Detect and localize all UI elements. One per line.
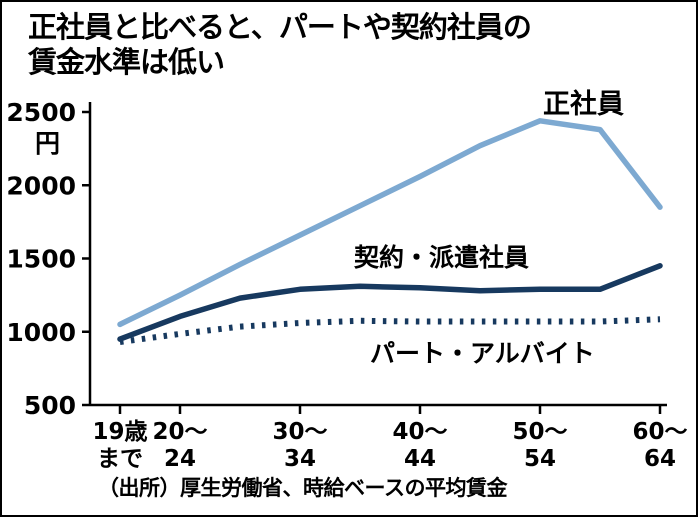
series-line-2 [119, 316, 661, 345]
x-tick-label: 20〜 24 [152, 419, 207, 472]
y-tick-label: 2000 [6, 171, 76, 200]
chart-title-line1: 正社員と比べると、パートや契約社員の [28, 10, 532, 44]
y-tick-label: 1500 [6, 245, 76, 274]
series-line-1 [117, 263, 663, 342]
x-tick-label: 40〜 44 [392, 419, 447, 472]
series-label-parttime: パート・アルバイト [370, 339, 595, 368]
x-tick-label: 19歳まで [92, 419, 147, 472]
chart-title-line2: 賃金水準は低い [28, 45, 225, 80]
source-note: （出所）厚生労働省、時給ベースの平均賃金 [98, 476, 507, 500]
x-tick-label: 50〜 54 [512, 419, 567, 472]
series-label-regular: 正社員 [543, 89, 624, 120]
y-tick-label: 1000 [6, 318, 76, 347]
series-line-0 [117, 118, 663, 328]
x-tick-label: 30〜 34 [272, 419, 327, 472]
series-label-contract: 契約・派遣社員 [354, 243, 530, 272]
y-tick-label: 500 [24, 391, 76, 420]
x-tick-label: 60〜 64 [632, 419, 687, 472]
y-axis-unit-label: 円 [35, 129, 60, 158]
chart-title: 正社員と比べると、パートや契約社員の 賃金水準は低い [28, 10, 532, 81]
y-tick-label: 2500 [6, 98, 76, 127]
